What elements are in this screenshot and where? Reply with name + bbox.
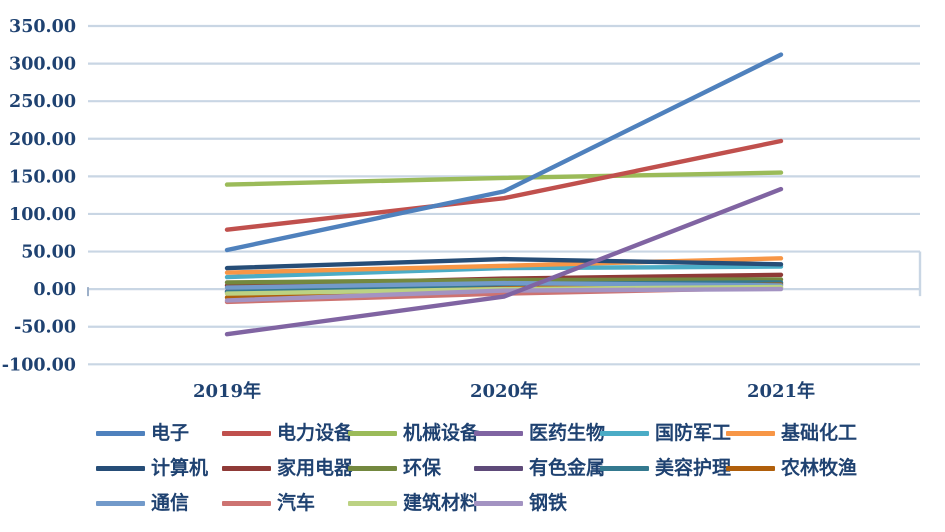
legend-label: 计算机 — [151, 457, 209, 479]
series-line-环保 — [224, 277, 784, 285]
x-axis-category-label: 2019年 — [193, 380, 261, 402]
legend-label: 家用电器 — [277, 457, 354, 479]
legend-item-机械设备: 机械设备 — [348, 421, 479, 445]
series-line-医药生物 — [224, 186, 784, 337]
legend-line-swatch — [474, 430, 523, 436]
legend-item-电子: 电子 — [96, 421, 189, 445]
legend-label: 国防军工 — [655, 422, 732, 444]
legend-line-swatch — [726, 465, 775, 471]
legend-item-美容护理: 美容护理 — [600, 456, 731, 480]
legend-label: 基础化工 — [781, 422, 858, 444]
x-axis-category-label: 2021年 — [747, 380, 815, 402]
x-axis-category-labels: 2019年 2020年 2021年 — [193, 380, 815, 402]
legend-item-汽车: 汽车 — [222, 491, 315, 515]
series-line-电力设备 — [224, 138, 784, 232]
chart-legend: 电子 电力设备 机械设备 医药生物 国防军工 基础化工计算机 家用电器 环保 有色金属 美容护理 农… — [0, 412, 945, 532]
y-axis-tick-label: 350.00 — [9, 17, 76, 37]
legend-item-农林牧渔: 农林牧渔 — [726, 456, 857, 480]
legend-line-swatch — [726, 430, 775, 436]
legend-label: 农林牧渔 — [781, 457, 858, 479]
legend-item-国防军工: 国防军工 — [600, 421, 731, 445]
y-axis-tick-label: 0.00 — [33, 280, 76, 300]
series-line-电子 — [224, 52, 784, 253]
legend-item-有色金属: 有色金属 — [474, 456, 605, 480]
legend-line-swatch — [96, 430, 145, 436]
y-axis-tick-label: -50.00 — [14, 318, 76, 338]
legend-line-swatch — [474, 465, 523, 471]
y-axis-tick-label: 250.00 — [9, 92, 76, 112]
y-axis-tick-label: 150.00 — [9, 167, 76, 187]
series-lines-group — [224, 52, 784, 337]
legend-label: 电子 — [151, 422, 190, 444]
legend-line-swatch — [600, 465, 649, 471]
legend-line-swatch — [348, 430, 397, 436]
legend-item-建筑材料: 建筑材料 — [348, 491, 479, 515]
legend-item-计算机: 计算机 — [96, 456, 208, 480]
legend-label: 钢铁 — [529, 492, 568, 514]
legend-label: 电力设备 — [277, 422, 354, 444]
legend-item-环保: 环保 — [348, 456, 441, 480]
axis-tick-marks — [87, 251, 922, 297]
legend-item-钢铁: 钢铁 — [474, 491, 567, 515]
legend-label: 美容护理 — [655, 457, 732, 479]
legend-label: 医药生物 — [529, 422, 606, 444]
legend-line-swatch — [222, 500, 271, 506]
series-line-钢铁 — [224, 286, 784, 303]
series-line-国防军工 — [224, 264, 784, 280]
y-axis-tick-label: 100.00 — [9, 205, 76, 225]
legend-line-swatch — [222, 465, 271, 471]
legend-label: 汽车 — [277, 492, 316, 514]
chart-plot-area: 350.00 300.00 250.00 200.00 150.00 100.00 50.0… — [2, 17, 922, 402]
legend-item-电力设备: 电力设备 — [222, 421, 353, 445]
legend-label: 建筑材料 — [403, 492, 480, 514]
legend-item-基础化工: 基础化工 — [726, 421, 857, 445]
series-line-通信 — [224, 280, 784, 290]
x-axis-category-label: 2020年 — [470, 380, 538, 402]
y-axis-tick-labels: 350.00 300.00 250.00 200.00 150.00 100.00 50.0… — [2, 17, 76, 375]
legend-line-swatch — [600, 430, 649, 436]
y-axis-tick-label: 200.00 — [9, 130, 76, 150]
y-axis-tick-label: -100.00 — [2, 355, 76, 375]
legend-line-swatch — [222, 430, 271, 436]
y-axis-tick-label: 50.00 — [21, 243, 76, 263]
legend-line-swatch — [96, 500, 145, 506]
legend-label: 通信 — [151, 492, 190, 514]
legend-line-swatch — [96, 465, 145, 471]
y-axis-tick-label: 300.00 — [9, 55, 76, 75]
legend-line-swatch — [474, 500, 523, 506]
series-line-计算机 — [224, 256, 784, 271]
legend-label: 有色金属 — [529, 457, 606, 479]
gridlines-group — [88, 24, 920, 366]
series-line-机械设备 — [224, 170, 784, 187]
legend-item-家用电器: 家用电器 — [222, 456, 353, 480]
legend-line-swatch — [348, 500, 397, 506]
legend-line-swatch — [348, 465, 397, 471]
legend-label: 环保 — [403, 457, 442, 479]
legend-label: 机械设备 — [403, 422, 480, 444]
legend-item-医药生物: 医药生物 — [474, 421, 605, 445]
legend-item-通信: 通信 — [96, 491, 189, 515]
